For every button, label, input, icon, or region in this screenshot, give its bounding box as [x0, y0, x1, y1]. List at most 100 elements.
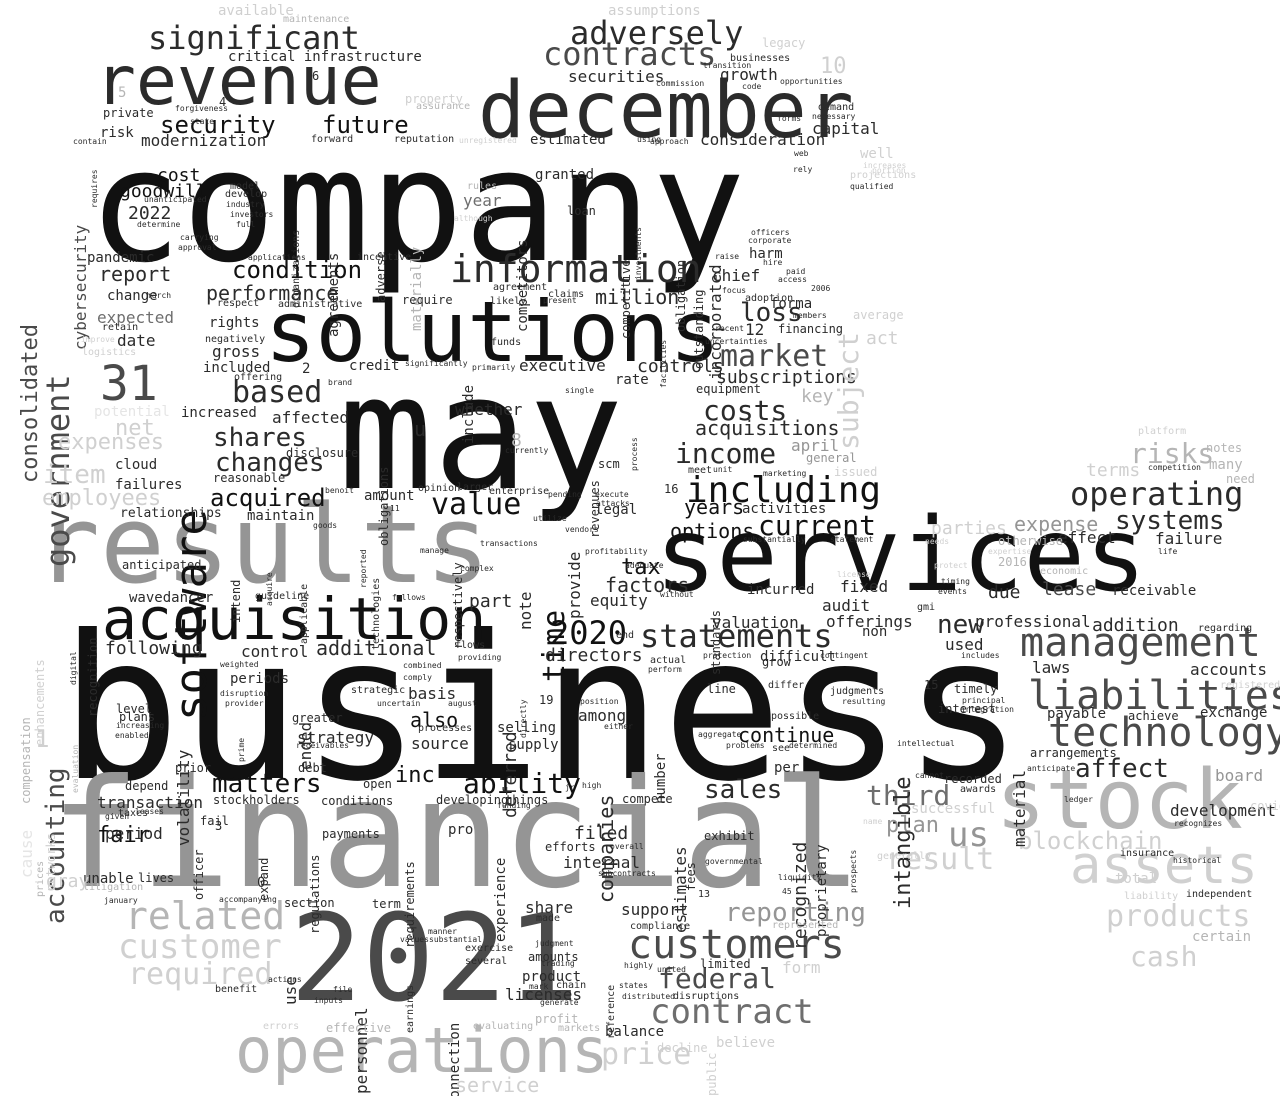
word-transaction: transaction — [97, 793, 203, 812]
word-recognition: recognition — [86, 637, 100, 718]
word-given: given — [105, 812, 130, 821]
word-protection: protection — [703, 651, 752, 660]
word-model: model — [230, 181, 261, 192]
word-directors: directors — [545, 645, 643, 666]
word-anticipated: anticipated — [122, 558, 202, 572]
word-inc: inc — [395, 763, 435, 788]
word-funding: funding — [497, 801, 531, 810]
word-chief: chief — [712, 266, 761, 285]
word-2020: 2020 — [550, 614, 628, 652]
word-4: 4 — [219, 95, 227, 109]
word-6: 6 — [312, 69, 320, 83]
word-intangible: intangible — [891, 776, 916, 909]
word-values: values — [400, 935, 429, 944]
word-platform: platform — [1138, 426, 1187, 437]
word-mark: mark — [529, 982, 549, 991]
word-subject: subject — [832, 331, 865, 450]
word-business: business — [60, 593, 1024, 826]
word-gross: gross — [212, 342, 261, 361]
word-litigation: litigation — [83, 882, 144, 893]
word-fees: fees — [684, 861, 698, 891]
word-reported: reported — [359, 549, 368, 589]
word-u: u — [414, 417, 427, 441]
word-weighted: weighted — [220, 660, 259, 669]
word-primarily: primarily — [472, 363, 516, 372]
word-march: march — [147, 291, 172, 300]
word-control: control — [241, 642, 309, 661]
word-activities: activities — [742, 501, 827, 517]
word-modernization: modernization — [141, 131, 267, 150]
word-harm: harm — [749, 246, 783, 262]
word-equipment: equipment — [696, 382, 762, 396]
word-profitability: profitability — [585, 547, 648, 556]
word-significantly: significantly — [405, 359, 468, 368]
word-corporate: corporate — [748, 236, 792, 245]
word-required: required — [128, 957, 273, 992]
word-overall: overall — [610, 842, 644, 851]
word-license: license — [837, 570, 871, 579]
word-distributed: distributed — [622, 992, 675, 1001]
word-recorded: recorded — [944, 772, 1002, 786]
word-offerings: offerings — [826, 612, 913, 631]
word-determine: determine — [137, 220, 181, 229]
word-general: general — [806, 451, 857, 465]
word-recognized: recognized — [790, 841, 811, 950]
word-generally: generally — [877, 851, 932, 862]
word-actions: actions — [268, 975, 302, 984]
word-lives: lives — [138, 871, 175, 885]
word-future: future — [322, 111, 409, 139]
word-paid: paid — [786, 267, 806, 276]
word-december: december — [478, 66, 854, 156]
word-compliance: compliance — [630, 921, 691, 932]
word-necessary: necessary — [812, 112, 856, 121]
word-strategy: strategy — [297, 728, 375, 747]
word-expected: expected — [97, 308, 175, 327]
word-year: year — [463, 191, 502, 210]
word-determined: determined — [789, 741, 838, 750]
word-accompanying: accompanying — [219, 895, 277, 904]
word-benoit: benoit — [325, 486, 354, 495]
word-timing: timing — [941, 577, 970, 586]
word-solutions: solutions — [265, 283, 721, 381]
word-reference: reference — [606, 984, 617, 1039]
word-approach: approach — [650, 137, 689, 146]
word-0: 0 — [257, 875, 266, 891]
word-depend: depend — [125, 779, 169, 793]
word-attacks: attacks — [596, 499, 630, 508]
word-fixed: fixed — [840, 577, 889, 596]
word-blockchain: blockchain — [1018, 827, 1163, 855]
word-software: software — [166, 509, 217, 722]
word-act: act — [866, 328, 899, 349]
word-estimated: estimated — [530, 132, 606, 148]
word-support: support — [621, 900, 689, 919]
word-inputs: inputs — [314, 996, 343, 1005]
word-management: management — [1020, 620, 1261, 666]
word-technologies: technologies — [371, 577, 382, 650]
word-15: 15 — [924, 678, 939, 692]
word-forward: forward — [311, 134, 354, 145]
word-profit: profit — [535, 1012, 579, 1026]
word-new: new — [937, 610, 984, 640]
word-2022: 2022 — [128, 203, 172, 224]
word-liability: liability — [1124, 891, 1179, 902]
word-leases: leases — [135, 807, 164, 816]
word-payments: payments — [322, 827, 380, 841]
word-customer: customer — [118, 927, 282, 967]
word-fail: fail — [200, 814, 229, 828]
word-11: 11 — [390, 504, 400, 513]
word-2021: 2021 — [290, 890, 579, 1029]
word-5: 5 — [118, 85, 127, 101]
word-sales: sales — [704, 775, 783, 805]
word-public: public — [705, 1052, 719, 1096]
word-ledger: ledger — [1064, 795, 1093, 804]
word-products: products — [1106, 899, 1251, 934]
word-problems: problems — [726, 741, 765, 750]
word-governmental: governmental — [705, 857, 763, 866]
word-including: including — [686, 470, 882, 511]
word-uncertainties: uncertainties — [705, 337, 768, 346]
word-executive: executive — [519, 356, 606, 375]
word-demand: demand — [818, 102, 855, 113]
word-rely: rely — [793, 165, 813, 174]
word-condition: condition — [232, 256, 363, 284]
word-3: 3 — [215, 819, 223, 833]
